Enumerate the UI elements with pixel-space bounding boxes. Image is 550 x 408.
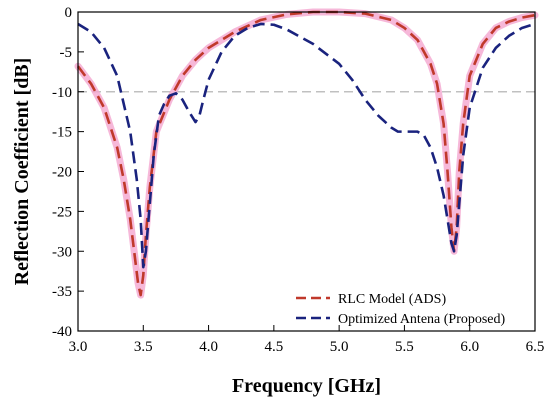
y-tick-label: -10 [52,85,72,101]
plot-frame [77,11,536,332]
y-axis-ticks: 0 -5 -10 -15 -20 -25 -30 -35 -40 [52,5,84,340]
x-tick-label: 6.0 [460,339,479,355]
y-axis-label: Reflection Coefficient [dB] [11,58,33,286]
y-tick-label: -30 [52,244,72,260]
legend-label-0: RLC Model (ADS) [338,292,446,307]
series-line-1 [77,22,536,269]
y-tick-label: -5 [60,45,73,61]
y-tick-label: -35 [52,284,72,300]
y-tick-label: -40 [52,324,72,340]
x-tick-label: 6.5 [526,339,545,355]
x-axis-label: Frequency [GHz] [232,375,381,397]
legend: RLC Model (ADS) Optimized Antena (Propose… [296,292,506,327]
x-tick-label: 3.5 [134,339,153,355]
y-tick-label: 0 [65,5,73,21]
x-tick-label: 5.0 [330,339,349,355]
y-tick-label: -20 [52,165,72,181]
x-tick-label: 3.0 [69,339,88,355]
series-layer [74,8,539,299]
x-tick-label: 4.0 [199,339,218,355]
legend-label-1: Optimized Antena (Proposed) [338,312,506,327]
y-tick-label: -25 [52,204,72,220]
x-tick-label: 5.5 [395,339,414,355]
x-axis-ticks: 3.0 3.5 4.0 4.5 5.0 5.5 6.0 6.5 [69,325,545,355]
x-tick-label: 4.5 [264,339,283,355]
y-tick-label: -15 [52,125,72,141]
